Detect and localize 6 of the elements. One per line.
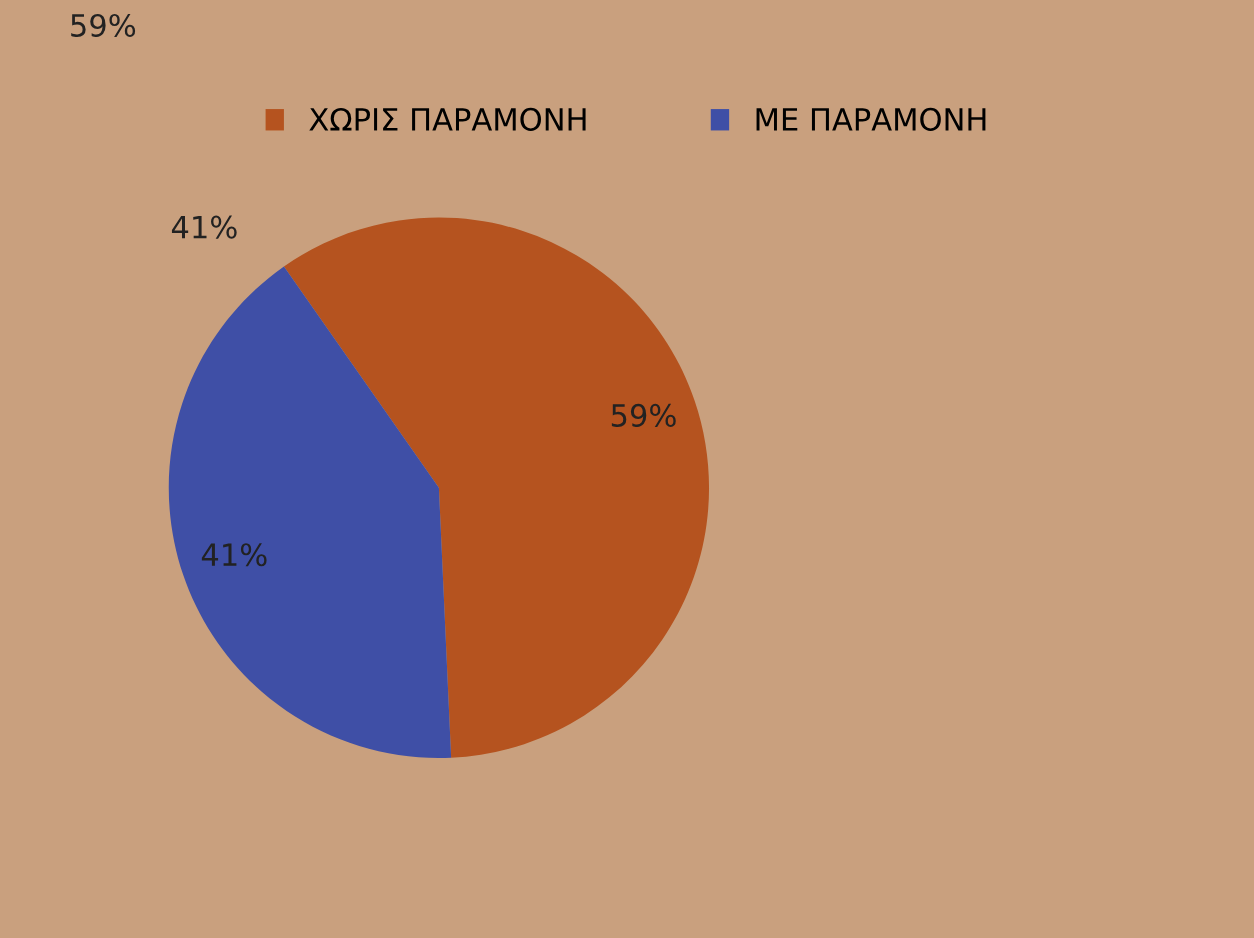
- data-label: 59%: [611, 403, 676, 427]
- data-label: 41%: [201, 543, 267, 567]
- text: 59%: [71, 13, 136, 38]
- text: 41%: [171, 215, 237, 239]
- legend-label: ΧΩΡΙΣ ΠΑΡΑΜΟΝΗ: [309, 107, 586, 131]
- legend-label: ΜΕ ΠΑΡΑΜΟΝΗ: [756, 107, 986, 131]
